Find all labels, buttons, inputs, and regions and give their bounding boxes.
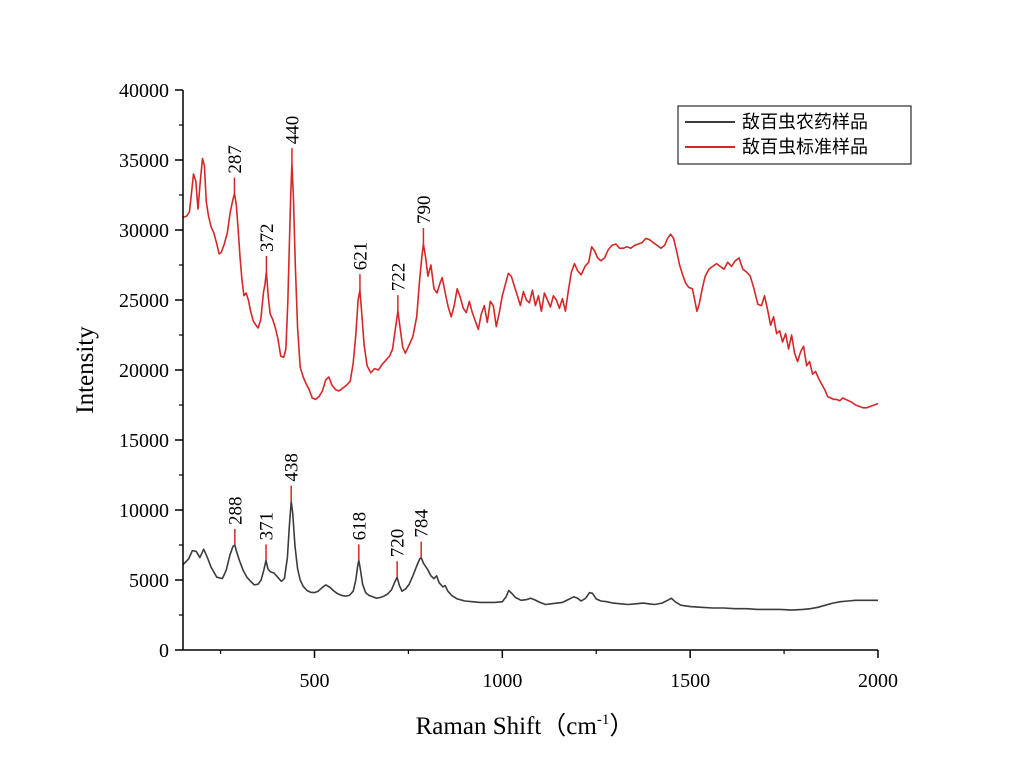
peak-label-720: 720 [388,529,409,558]
x-tick-label: 500 [299,670,329,692]
y-tick-label: 5000 [129,570,169,592]
peak-label-621: 621 [350,242,371,271]
y-tick-label: 25000 [119,290,169,312]
peak-label-784: 784 [412,509,433,538]
y-tick-label: 40000 [119,80,169,102]
y-tick-label: 20000 [119,360,169,382]
peak-label-288: 288 [225,497,246,526]
legend-label-series-1: 敌百虫标准样品 [742,137,868,158]
y-axis-title: Intensity [72,326,99,414]
peak-label-722: 722 [388,263,409,292]
legend: 敌百虫农药样品 敌百虫标准样品 [677,105,912,165]
y-tick-label: 0 [159,640,169,662]
peak-label-618: 618 [349,512,370,541]
legend-label-series-0: 敌百虫农药样品 [742,112,868,133]
series-line-1 [182,157,879,409]
peak-label-438: 438 [282,453,303,482]
peak-label-287: 287 [225,145,246,174]
peak-label-371: 371 [257,512,278,541]
peak-label-440: 440 [282,116,303,145]
series-line-0 [182,500,878,611]
y-tick-label: 10000 [119,500,169,522]
legend-box [677,105,912,165]
peak-label-372: 372 [257,224,278,253]
axes: 0 5000 10000 15000 20000 25000 30000 35000 40000… [119,80,898,692]
x-tick-label: 1000 [482,670,522,692]
x-tick-label: 2000 [858,670,898,692]
y-tick-label: 30000 [119,220,169,242]
series-lines [182,157,879,611]
x-axis-title: Raman Shift（cm-1） [416,712,635,740]
peak-label-790: 790 [414,196,435,225]
x-tick-label: 1500 [670,670,710,692]
y-tick-label: 15000 [119,430,169,452]
y-tick-label: 35000 [119,150,169,172]
